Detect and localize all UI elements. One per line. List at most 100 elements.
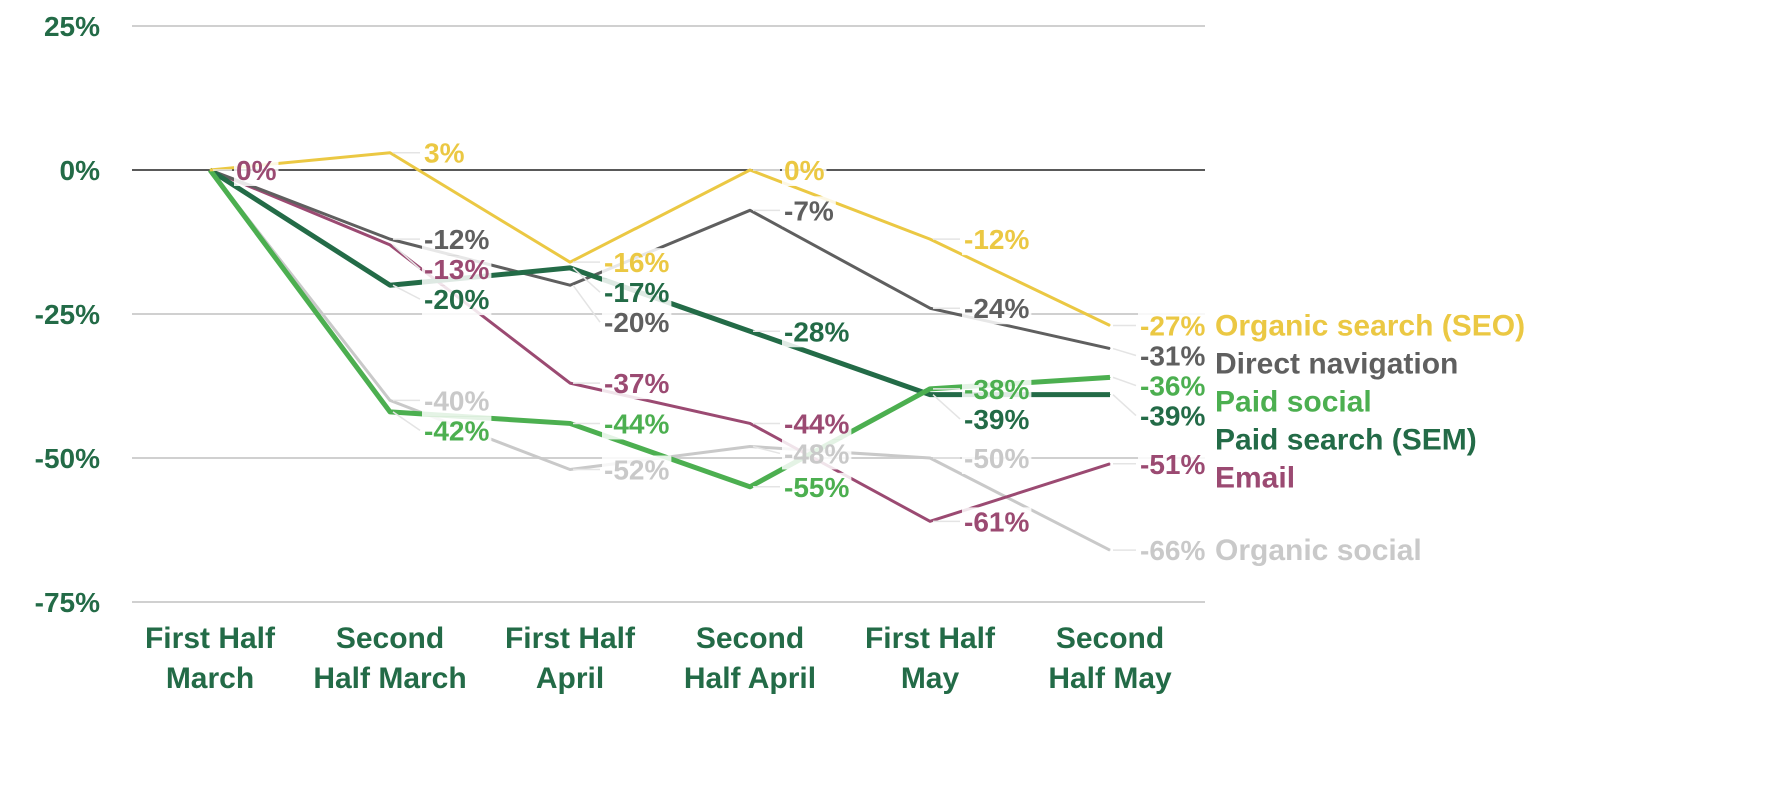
data-point	[1109, 549, 1111, 551]
data-point	[569, 422, 571, 424]
data-point	[389, 399, 391, 401]
x-tick-label: March	[166, 662, 254, 695]
data-label-background	[422, 255, 492, 286]
data-label-background	[962, 374, 1032, 405]
legend: Organic search (SEO) Direct navigation Pai…	[1215, 310, 1525, 568]
x-tick-label: First Half	[145, 622, 276, 655]
x-axis: First Half March Second Half March First Hal…	[145, 622, 1172, 695]
data-label-background	[422, 285, 492, 316]
data-point	[1109, 325, 1111, 327]
legend-entry: Email	[1215, 462, 1295, 495]
data-point	[1109, 348, 1111, 350]
data-label: -37%	[604, 368, 669, 399]
data-label-background	[782, 156, 827, 186]
data-label: -55%	[784, 472, 849, 503]
x-tick-label: First Half	[505, 622, 636, 655]
data-label-background	[782, 409, 852, 440]
data-label-background	[602, 308, 672, 339]
data-label-background	[782, 472, 852, 503]
data-label: 3%	[424, 138, 465, 169]
data-label-background	[1138, 311, 1208, 342]
data-label: -12%	[964, 224, 1029, 255]
data-point	[749, 445, 751, 447]
y-tick-label: -50%	[35, 443, 100, 474]
data-label-background	[962, 404, 1032, 435]
x-tick-label: Half March	[313, 662, 466, 695]
data-point	[929, 457, 931, 459]
data-label: -44%	[604, 408, 669, 439]
data-label: -66%	[1140, 535, 1205, 566]
legend-entry: Paid search (SEM)	[1215, 424, 1477, 457]
label-leader	[932, 394, 961, 420]
data-label-background	[1138, 341, 1208, 372]
data-label: -16%	[604, 247, 669, 278]
data-point	[1109, 463, 1111, 465]
legend-entry: Organic search (SEO)	[1215, 310, 1525, 343]
data-point	[749, 209, 751, 211]
legend-entry: Organic social	[1215, 534, 1422, 567]
x-tick-label: Second	[336, 622, 444, 655]
label-leader	[392, 411, 421, 432]
data-label: -13%	[424, 254, 489, 285]
label-leader	[572, 267, 601, 293]
data-label-background	[602, 455, 672, 486]
data-label: -17%	[604, 277, 669, 308]
data-label: -20%	[424, 284, 489, 315]
label-leader	[1112, 394, 1137, 417]
label-leader	[1112, 347, 1137, 357]
data-point	[929, 394, 931, 396]
series-line-paid-social	[207, 168, 1111, 490]
data-label: -52%	[604, 455, 669, 486]
data-label-background	[1138, 536, 1208, 567]
data-point	[929, 388, 931, 390]
data-label-background	[962, 507, 1032, 538]
data-label-background	[602, 369, 672, 400]
data-point	[1109, 394, 1111, 396]
data-point	[209, 169, 211, 171]
y-tick-label: 0%	[60, 155, 101, 186]
data-labels: 0%3%-12%-13%-20%-40%-42%-16%-17%-20%-37%…	[213, 138, 1208, 567]
data-label-background	[962, 444, 1032, 474]
data-label-background	[1138, 371, 1208, 402]
x-tick-label: Half April	[684, 662, 816, 695]
data-point	[389, 284, 391, 286]
data-label: -51%	[1140, 449, 1205, 480]
data-label: -7%	[784, 195, 834, 226]
x-tick-label: Second	[696, 622, 804, 655]
data-point	[389, 238, 391, 240]
data-label: -40%	[424, 385, 489, 416]
label-leader	[392, 284, 421, 300]
data-label: -27%	[1140, 311, 1205, 342]
data-label: -50%	[964, 443, 1029, 474]
x-tick-label: First Half	[865, 622, 996, 655]
series-line-direct-navigation	[209, 168, 1111, 351]
data-label-background	[422, 416, 492, 447]
data-point	[569, 267, 571, 269]
legend-entry: Paid social	[1215, 386, 1372, 419]
data-label: -44%	[784, 408, 849, 439]
y-tick-label: 25%	[44, 11, 100, 42]
data-point	[389, 244, 391, 246]
data-point	[749, 169, 751, 171]
data-point	[929, 520, 931, 522]
y-axis: 25% 0% -25% -50% -75%	[35, 11, 100, 618]
data-label: -12%	[424, 224, 489, 255]
data-label: -48%	[784, 438, 849, 469]
legend-entry: Direct navigation	[1215, 348, 1458, 381]
data-point	[569, 469, 571, 471]
data-point	[569, 261, 571, 263]
x-tick-label: April	[536, 662, 604, 695]
data-label: -36%	[1140, 371, 1205, 402]
data-label-background	[602, 248, 672, 279]
data-label-background	[1138, 449, 1208, 480]
data-label: -31%	[1140, 341, 1205, 372]
data-label: -28%	[784, 316, 849, 347]
series-line-organic-search-seo-	[209, 151, 1111, 327]
data-label: -42%	[424, 415, 489, 446]
data-point	[929, 238, 931, 240]
data-label: -20%	[604, 307, 669, 338]
data-label-background	[782, 317, 852, 348]
label-leader	[1112, 376, 1137, 387]
data-label: -24%	[964, 293, 1029, 324]
